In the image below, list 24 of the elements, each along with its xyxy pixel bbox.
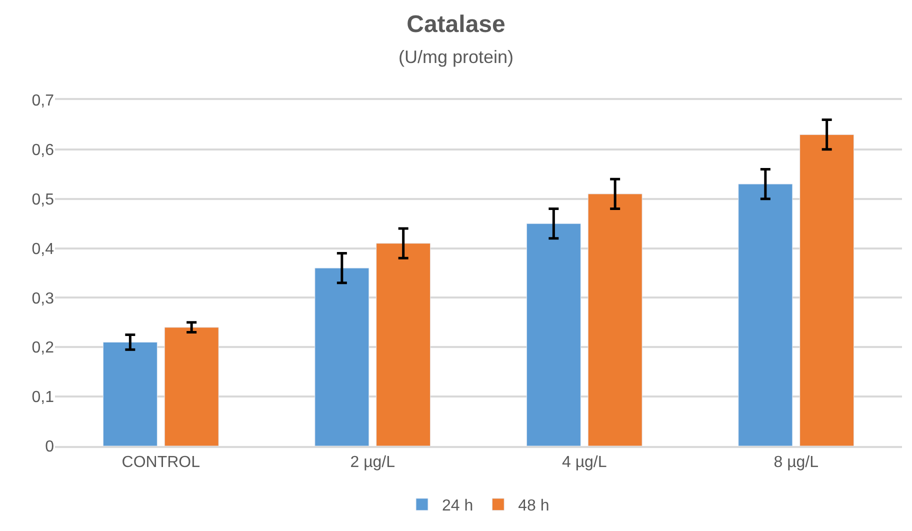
x-tick-label: 8 µg/L <box>774 454 819 472</box>
bar <box>102 342 158 446</box>
y-tick-label: 0,2 <box>32 340 54 357</box>
legend-label: 48 h <box>518 498 550 515</box>
y-tick-label: 0,5 <box>32 191 54 208</box>
chart-subtitle: (U/mg protein) <box>398 47 514 68</box>
y-tick-label: 0 <box>45 438 54 456</box>
y-tick-label: 0,6 <box>32 142 54 160</box>
y-tick-label: 0,3 <box>32 290 54 308</box>
bar <box>314 268 370 446</box>
bar <box>800 134 854 446</box>
legend-label: 24 h <box>442 498 474 515</box>
bar <box>164 327 219 446</box>
y-tick-label: 0,7 <box>32 92 54 110</box>
bar <box>376 243 431 446</box>
chart-title: Catalase <box>406 10 506 38</box>
x-tick-label: CONTROL <box>122 454 200 472</box>
x-tick-label: 2 µg/L <box>350 454 396 472</box>
bar <box>588 194 642 446</box>
y-tick-label: 0,1 <box>32 389 54 406</box>
x-tick-label: 4 µg/L <box>562 454 607 472</box>
bar <box>526 223 581 446</box>
y-tick-label: 0,4 <box>32 240 54 258</box>
bar <box>738 184 793 446</box>
